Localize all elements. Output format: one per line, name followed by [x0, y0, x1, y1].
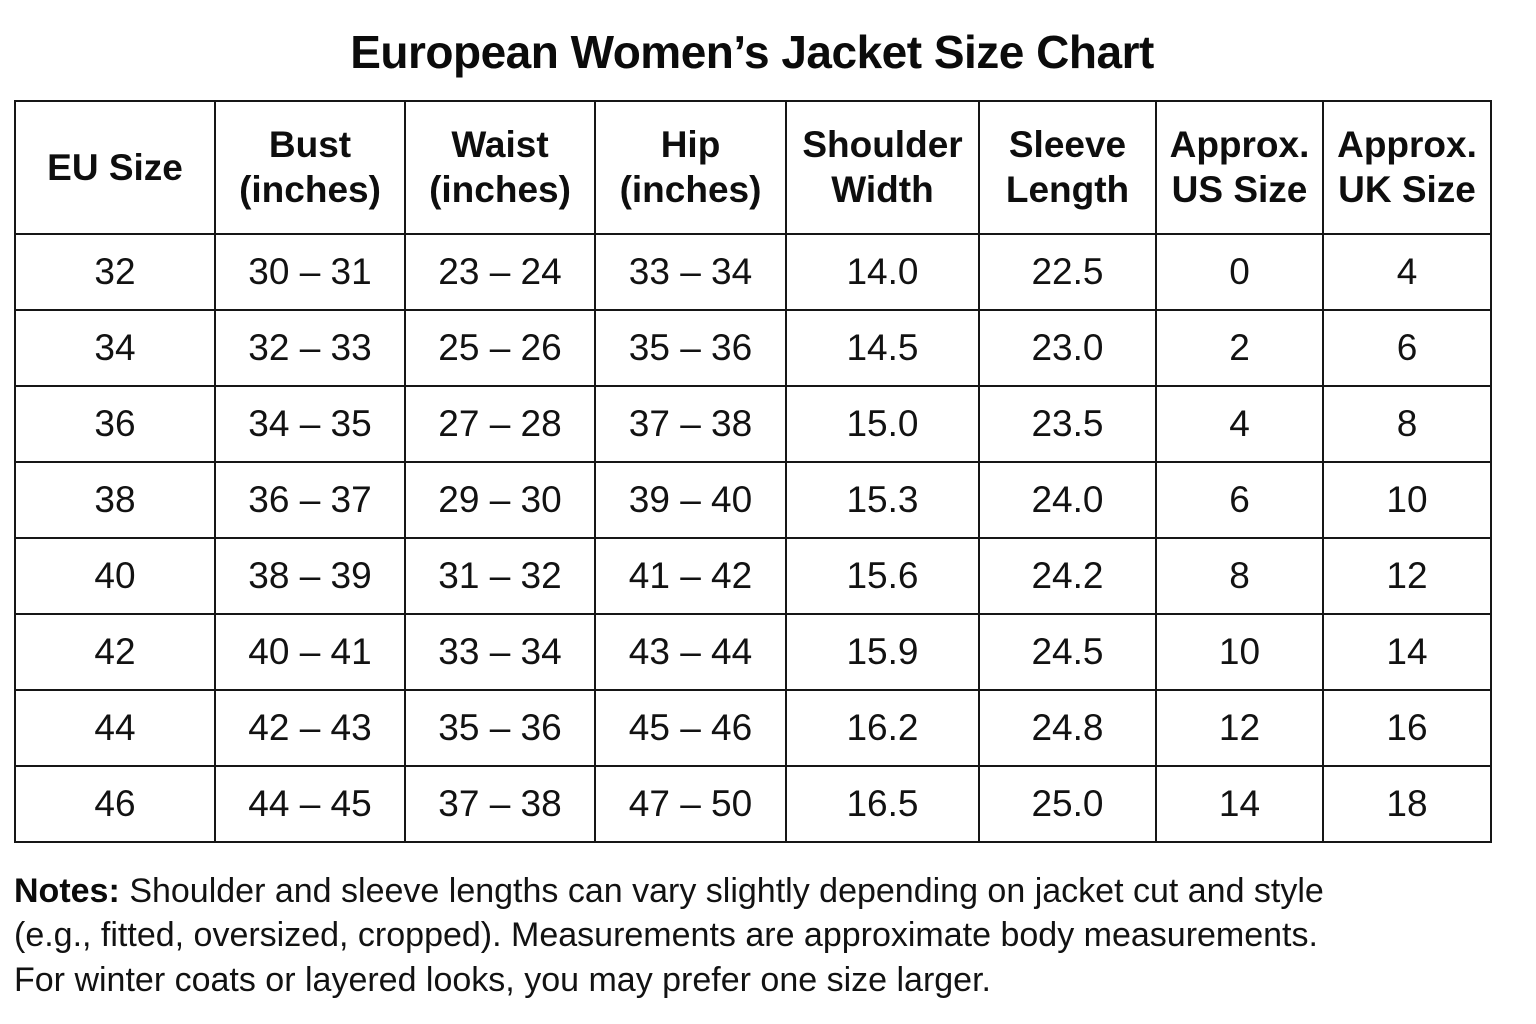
table-cell: 15.6: [785, 536, 980, 615]
size-table-body: 32 30 – 31 23 – 24 33 – 34 14.0 22.5 0 4 34 32 – …: [14, 232, 1492, 843]
notes-line-3: For winter coats or layered looks, you m…: [14, 960, 991, 999]
table-row: 32 30 – 31 23 – 24 33 – 34 14.0 22.5 0 4: [14, 232, 1492, 311]
table-cell: 24.5: [978, 612, 1157, 691]
table-cell: 41 – 42: [594, 536, 787, 615]
table-cell: 29 – 30: [404, 460, 596, 539]
header-sleeve-length: Sleeve Length: [978, 99, 1157, 235]
table-cell: 8: [1155, 536, 1324, 615]
size-chart-table: EU Size Bust (inches) Waist (inches) Hip…: [14, 99, 1492, 843]
table-cell: 36 – 37: [214, 460, 406, 539]
table-cell: 33 – 34: [404, 612, 596, 691]
table-row: 38 36 – 37 29 – 30 39 – 40 15.3 24.0 6 10: [14, 460, 1492, 539]
notes-line-2: (e.g., fitted, oversized, cropped). Meas…: [14, 916, 1318, 955]
table-cell: 8: [1322, 384, 1492, 463]
table-cell: 4: [1155, 384, 1324, 463]
table-cell: 42 – 43: [214, 688, 406, 767]
table-cell: 22.5: [978, 232, 1157, 311]
table-cell: 34: [14, 308, 216, 387]
table-cell: 45 – 46: [594, 688, 787, 767]
table-cell: 18: [1322, 764, 1492, 843]
table-cell: 23.5: [978, 384, 1157, 463]
table-cell: 44 – 45: [214, 764, 406, 843]
table-cell: 36: [14, 384, 216, 463]
table-cell: 27 – 28: [404, 384, 596, 463]
table-cell: 39 – 40: [594, 460, 787, 539]
table-cell: 15.3: [785, 460, 980, 539]
table-cell: 43 – 44: [594, 612, 787, 691]
table-cell: 25.0: [978, 764, 1157, 843]
table-cell: 12: [1155, 688, 1324, 767]
table-cell: 47 – 50: [594, 764, 787, 843]
table-cell: 32: [14, 232, 216, 311]
table-cell: 33 – 34: [594, 232, 787, 311]
table-cell: 23 – 24: [404, 232, 596, 311]
table-cell: 37 – 38: [594, 384, 787, 463]
table-cell: 31 – 32: [404, 536, 596, 615]
table-cell: 6: [1322, 308, 1492, 387]
table-cell: 24.8: [978, 688, 1157, 767]
header-hip: Hip (inches): [594, 99, 787, 235]
table-cell: 15.0: [785, 384, 980, 463]
table-cell: 34 – 35: [214, 384, 406, 463]
page-title: European Women’s Jacket Size Chart: [350, 26, 1154, 78]
table-cell: 14: [1322, 612, 1492, 691]
table-cell: 2: [1155, 308, 1324, 387]
table-row: 34 32 – 33 25 – 26 35 – 36 14.5 23.0 2 6: [14, 308, 1492, 387]
table-row: 40 38 – 39 31 – 32 41 – 42 15.6 24.2 8 12: [14, 536, 1492, 615]
table-cell: 10: [1322, 460, 1492, 539]
header-eu-size: EU Size: [14, 99, 216, 235]
table-cell: 6: [1155, 460, 1324, 539]
table-cell: 40: [14, 536, 216, 615]
table-cell: 16.5: [785, 764, 980, 843]
table-cell: 46: [14, 764, 216, 843]
table-cell: 10: [1155, 612, 1324, 691]
table-cell: 38: [14, 460, 216, 539]
table-cell: 4: [1322, 232, 1492, 311]
table-cell: 40 – 41: [214, 612, 406, 691]
table-cell: 38 – 39: [214, 536, 406, 615]
table-cell: 12: [1322, 536, 1492, 615]
table-cell: 24.2: [978, 536, 1157, 615]
table-row: 44 42 – 43 35 – 36 45 – 46 16.2 24.8 12 16: [14, 688, 1492, 767]
table-cell: 30 – 31: [214, 232, 406, 311]
table-row: 42 40 – 41 33 – 34 43 – 44 15.9 24.5 10 14: [14, 612, 1492, 691]
table-header: EU Size Bust (inches) Waist (inches) Hip…: [14, 99, 1492, 235]
notes-line-1: Shoulder and sleeve lengths can vary sli…: [129, 871, 1324, 910]
table-cell: 16: [1322, 688, 1492, 767]
header-approx-uk-size: Approx. UK Size: [1322, 99, 1492, 235]
notes: Notes: Shoulder and sleeve lengths can va…: [14, 869, 1488, 1003]
header-row: EU Size Bust (inches) Waist (inches) Hip…: [14, 99, 1492, 235]
table-cell: 16.2: [785, 688, 980, 767]
table-cell: 14.0: [785, 232, 980, 311]
header-bust: Bust (inches): [214, 99, 406, 235]
header-shoulder-width: Shoulder Width: [785, 99, 980, 235]
table-cell: 24.0: [978, 460, 1157, 539]
notes-label: Notes:: [14, 871, 120, 910]
table-cell: 32 – 33: [214, 308, 406, 387]
table-cell: 15.9: [785, 612, 980, 691]
header-waist: Waist (inches): [404, 99, 596, 235]
table-cell: 35 – 36: [594, 308, 787, 387]
table-cell: 23.0: [978, 308, 1157, 387]
table-cell: 42: [14, 612, 216, 691]
table-cell: 14.5: [785, 308, 980, 387]
header-approx-us-size: Approx. US Size: [1155, 99, 1324, 235]
table-cell: 25 – 26: [404, 308, 596, 387]
table-row: 46 44 – 45 37 – 38 47 – 50 16.5 25.0 14 18: [14, 764, 1492, 843]
table-cell: 44: [14, 688, 216, 767]
table-cell: 35 – 36: [404, 688, 596, 767]
table-cell: 0: [1155, 232, 1324, 311]
table-cell: 37 – 38: [404, 764, 596, 843]
table-row: 36 34 – 35 27 – 28 37 – 38 15.0 23.5 4 8: [14, 384, 1492, 463]
table-cell: 14: [1155, 764, 1324, 843]
